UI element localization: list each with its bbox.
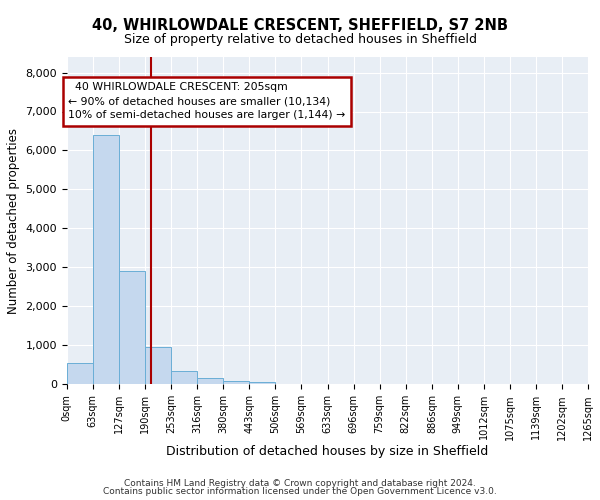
Text: Contains public sector information licensed under the Open Government Licence v3: Contains public sector information licen… bbox=[103, 487, 497, 496]
Bar bbox=[119, 272, 145, 384]
Text: Size of property relative to detached houses in Sheffield: Size of property relative to detached ho… bbox=[124, 32, 476, 46]
Text: 40 WHIRLOWDALE CRESCENT: 205sqm
← 90% of detached houses are smaller (10,134)
10: 40 WHIRLOWDALE CRESCENT: 205sqm ← 90% of… bbox=[68, 82, 346, 120]
Text: Contains HM Land Registry data © Crown copyright and database right 2024.: Contains HM Land Registry data © Crown c… bbox=[124, 478, 476, 488]
Bar bbox=[93, 135, 119, 384]
Bar bbox=[223, 382, 250, 384]
Bar bbox=[145, 348, 171, 385]
Bar bbox=[171, 370, 197, 384]
Bar bbox=[197, 378, 223, 384]
Bar bbox=[67, 363, 93, 384]
Y-axis label: Number of detached properties: Number of detached properties bbox=[7, 128, 20, 314]
Text: 40, WHIRLOWDALE CRESCENT, SHEFFIELD, S7 2NB: 40, WHIRLOWDALE CRESCENT, SHEFFIELD, S7 … bbox=[92, 18, 508, 32]
Bar bbox=[250, 382, 275, 384]
X-axis label: Distribution of detached houses by size in Sheffield: Distribution of detached houses by size … bbox=[166, 445, 488, 458]
